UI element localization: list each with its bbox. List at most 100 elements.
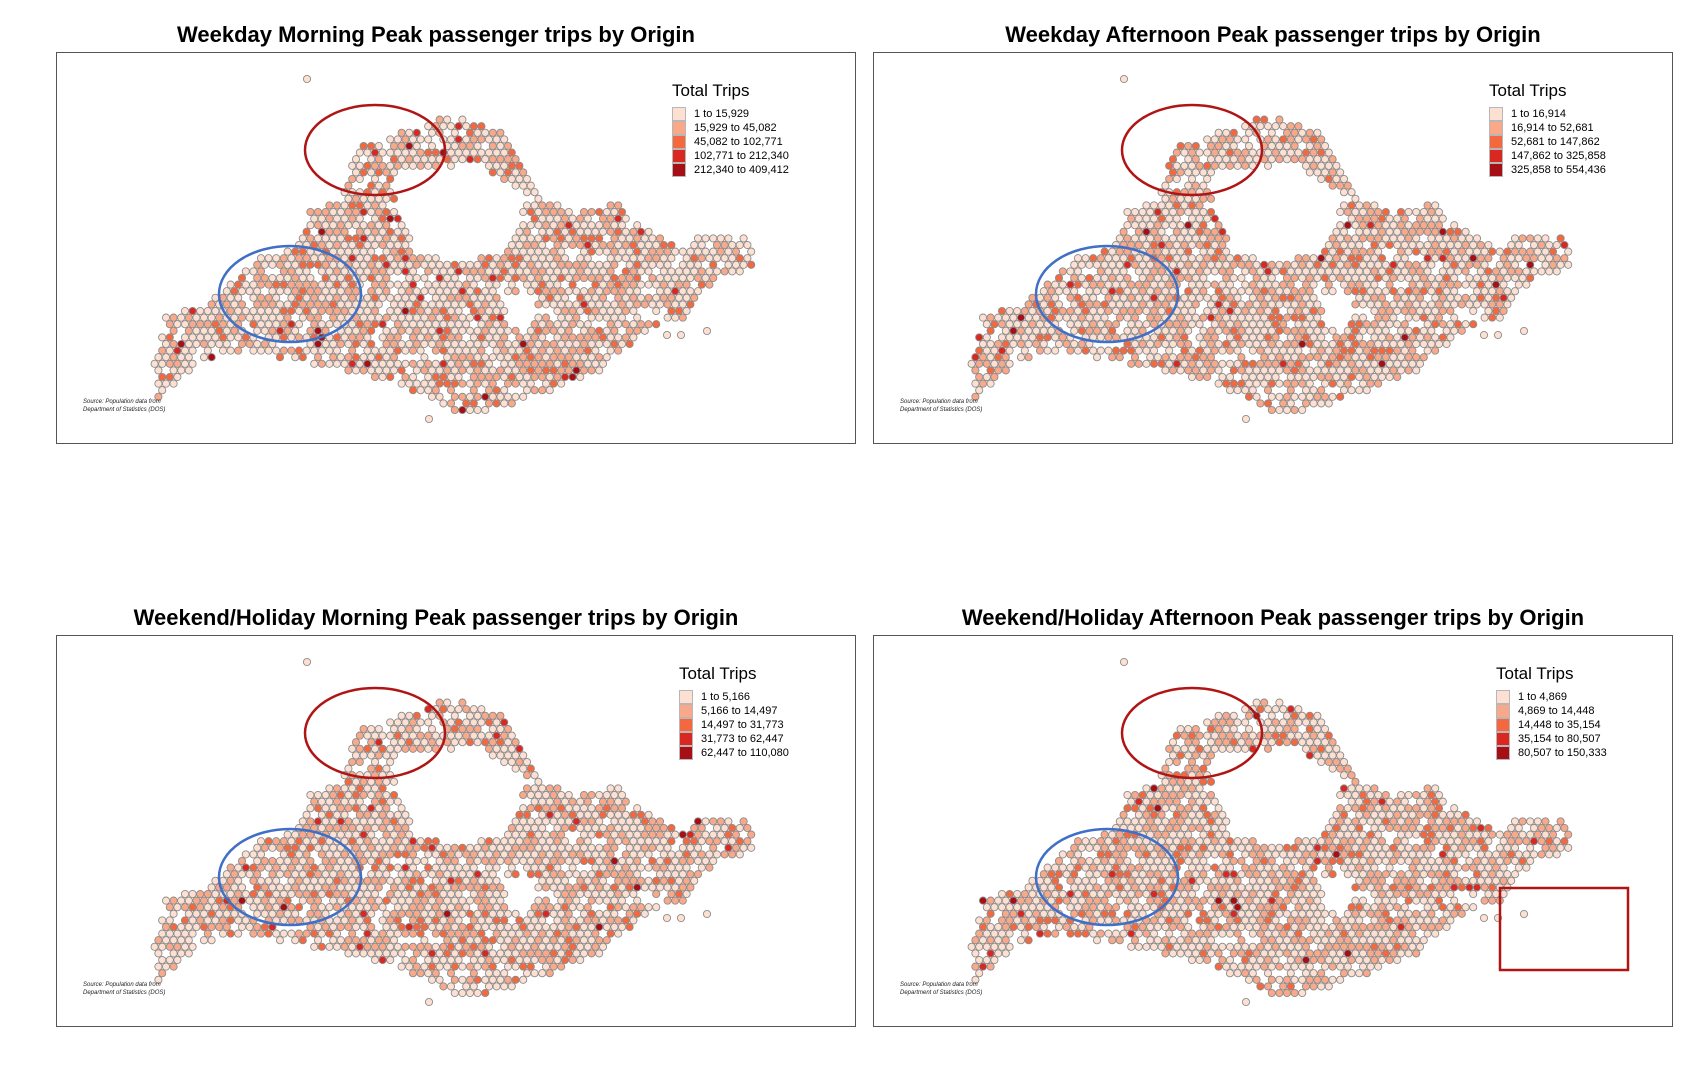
hex-cell bbox=[253, 260, 262, 269]
hex-cell bbox=[1199, 207, 1208, 217]
hex-cell bbox=[454, 929, 463, 938]
hex-cell bbox=[1165, 837, 1174, 846]
hex-cell bbox=[1191, 155, 1200, 164]
hex-cell bbox=[1313, 260, 1322, 269]
legend-row: 15,929 to 45,082 bbox=[672, 121, 789, 135]
hex-cell bbox=[351, 738, 361, 747]
hex-cell bbox=[439, 955, 448, 965]
hex-cell bbox=[389, 790, 399, 800]
hex-cell bbox=[1051, 333, 1060, 342]
hex-cell bbox=[526, 949, 535, 958]
hex-cell bbox=[674, 306, 684, 316]
hex-cell bbox=[579, 804, 589, 813]
hex-cell bbox=[374, 856, 383, 866]
hex-cell bbox=[507, 863, 516, 872]
hex-cell bbox=[557, 962, 566, 971]
hex-cell bbox=[690, 850, 699, 859]
hex-cell bbox=[690, 837, 699, 846]
hex-cell bbox=[340, 333, 349, 342]
hex-cell bbox=[644, 267, 653, 276]
hex-cell bbox=[283, 870, 292, 879]
hex-cell bbox=[1423, 797, 1432, 806]
hex-cell bbox=[557, 843, 566, 852]
hex-cell bbox=[1537, 823, 1546, 833]
hex-cell bbox=[469, 863, 478, 872]
hex-cell bbox=[1370, 372, 1379, 382]
hex-cell bbox=[279, 903, 288, 912]
hex-cell bbox=[1423, 240, 1432, 250]
hex-cell bbox=[1142, 214, 1151, 223]
hex-cell bbox=[488, 896, 497, 905]
hex-cell bbox=[1317, 359, 1326, 368]
hex-cell bbox=[1279, 122, 1288, 131]
hex-cell bbox=[743, 240, 752, 250]
hex-cell bbox=[1218, 718, 1227, 727]
hex-cell bbox=[370, 784, 380, 793]
hex-cell bbox=[1442, 247, 1451, 256]
hex-cell bbox=[1195, 148, 1204, 157]
hex-cell bbox=[1347, 784, 1356, 793]
hex-cell bbox=[663, 300, 672, 309]
hex-cell bbox=[386, 823, 395, 833]
hex-cell bbox=[572, 339, 581, 349]
hex-cell bbox=[416, 320, 425, 329]
hex-cell bbox=[332, 929, 342, 938]
hex-cell bbox=[500, 889, 509, 899]
hex-cell bbox=[1472, 830, 1482, 839]
hex-cell bbox=[557, 287, 566, 296]
hex-cell bbox=[1377, 837, 1387, 846]
hex-cell bbox=[557, 909, 566, 918]
hex-cell bbox=[1111, 267, 1121, 276]
hex-cell bbox=[1404, 366, 1413, 375]
hex-cell bbox=[169, 922, 178, 932]
hex-cell bbox=[530, 863, 539, 872]
hex-cell bbox=[697, 267, 706, 276]
hex-cell bbox=[1104, 254, 1113, 263]
hex-cell bbox=[1495, 260, 1504, 269]
hex-cell bbox=[443, 856, 452, 866]
hex-cell bbox=[1218, 837, 1227, 846]
hex-cell bbox=[1153, 339, 1162, 349]
hex-cell bbox=[1347, 386, 1356, 395]
hex-cell bbox=[313, 922, 323, 932]
hex-cell bbox=[462, 942, 471, 951]
hex-cell bbox=[640, 300, 649, 309]
hex-cell bbox=[393, 267, 402, 276]
hex-cell bbox=[671, 287, 680, 296]
hex-cell bbox=[1442, 234, 1451, 243]
hex-cell bbox=[1241, 306, 1250, 316]
hex-cell bbox=[268, 870, 277, 879]
legend-label: 62,447 to 110,080 bbox=[701, 747, 789, 759]
hex-cell bbox=[458, 379, 467, 388]
hex-cell bbox=[1385, 267, 1394, 276]
hex-cell bbox=[386, 955, 395, 965]
hex-cell bbox=[686, 870, 695, 879]
hex-cell bbox=[1484, 280, 1493, 289]
hex-cell bbox=[1127, 293, 1136, 302]
hex-cell bbox=[1465, 817, 1474, 826]
hex-cell bbox=[382, 936, 391, 945]
hex-cell bbox=[1157, 784, 1166, 793]
hex-cell bbox=[1419, 326, 1428, 335]
hex-cell bbox=[659, 240, 668, 250]
hex-cell bbox=[313, 234, 323, 243]
hex-cell bbox=[644, 903, 653, 912]
hex-cell bbox=[1339, 254, 1349, 263]
hex-cell bbox=[1260, 273, 1269, 283]
hex-cell bbox=[412, 326, 421, 335]
hex-cell bbox=[557, 273, 566, 283]
hex-cell bbox=[405, 128, 414, 137]
hex-cell bbox=[1446, 267, 1455, 276]
hex-cell bbox=[351, 221, 361, 230]
hex-cell bbox=[420, 287, 429, 296]
hex-cell bbox=[545, 863, 554, 872]
hex-cell bbox=[1077, 326, 1086, 335]
hex-cell bbox=[1351, 830, 1360, 839]
hex-cell bbox=[348, 757, 357, 767]
hex-cell bbox=[272, 903, 281, 912]
hex-cell bbox=[1187, 214, 1197, 223]
hex-cell bbox=[1244, 711, 1254, 720]
hex-cell bbox=[348, 280, 357, 289]
hex-cell bbox=[180, 346, 190, 355]
hex-cell bbox=[503, 326, 513, 335]
